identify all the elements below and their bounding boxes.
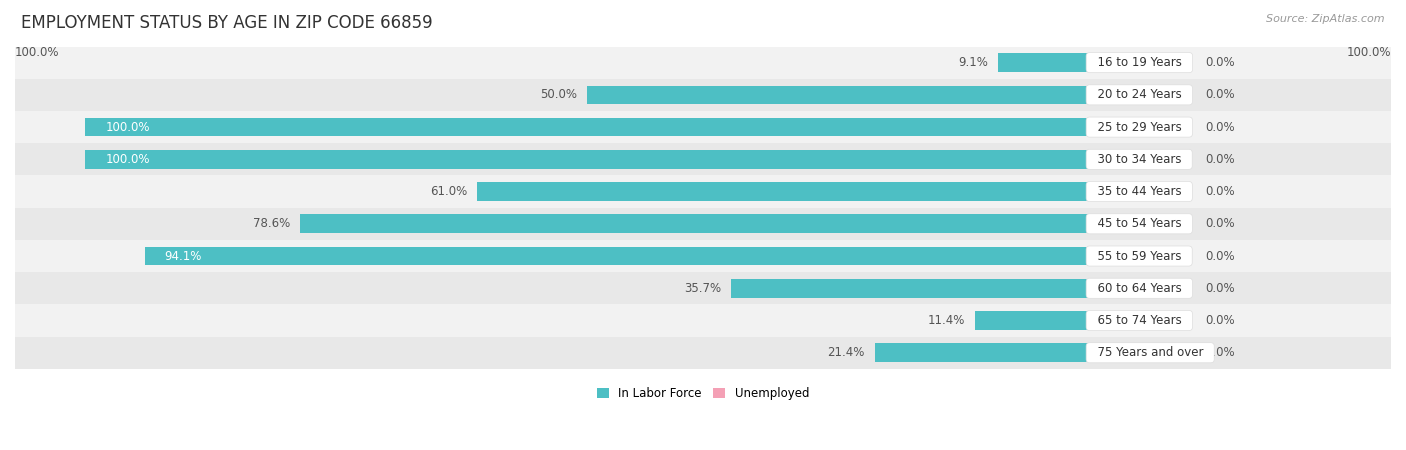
- Bar: [875, 343, 1090, 362]
- Bar: [1090, 279, 1189, 297]
- Bar: [86, 118, 1090, 136]
- Text: 0.0%: 0.0%: [1205, 346, 1234, 359]
- Text: 61.0%: 61.0%: [430, 185, 467, 198]
- Bar: [1090, 215, 1189, 233]
- Bar: [145, 247, 1090, 266]
- Bar: [1090, 86, 1189, 104]
- Text: 0.0%: 0.0%: [1205, 153, 1234, 166]
- Text: 100.0%: 100.0%: [105, 153, 150, 166]
- Text: Source: ZipAtlas.com: Source: ZipAtlas.com: [1267, 14, 1385, 23]
- Text: 78.6%: 78.6%: [253, 217, 290, 230]
- Text: 0.0%: 0.0%: [1205, 217, 1234, 230]
- Bar: [15, 46, 1391, 79]
- Text: 16 to 19 Years: 16 to 19 Years: [1090, 56, 1189, 69]
- Bar: [15, 272, 1391, 304]
- Bar: [1090, 118, 1189, 136]
- Text: 0.0%: 0.0%: [1205, 185, 1234, 198]
- Text: 45 to 54 Years: 45 to 54 Years: [1090, 217, 1189, 230]
- Bar: [86, 150, 1090, 169]
- Bar: [301, 215, 1090, 233]
- Text: 0.0%: 0.0%: [1205, 56, 1234, 69]
- Text: 35 to 44 Years: 35 to 44 Years: [1090, 185, 1189, 198]
- Bar: [15, 304, 1391, 337]
- Text: 30 to 34 Years: 30 to 34 Years: [1090, 153, 1188, 166]
- Text: 9.1%: 9.1%: [959, 56, 988, 69]
- Bar: [1090, 150, 1189, 169]
- Text: 100.0%: 100.0%: [1347, 46, 1391, 59]
- Bar: [15, 176, 1391, 208]
- Text: 100.0%: 100.0%: [105, 121, 150, 134]
- Bar: [1090, 343, 1189, 362]
- Text: 11.4%: 11.4%: [928, 314, 965, 327]
- Bar: [588, 86, 1090, 104]
- Bar: [15, 240, 1391, 272]
- Text: 0.0%: 0.0%: [1205, 121, 1234, 134]
- Bar: [15, 79, 1391, 111]
- Text: EMPLOYMENT STATUS BY AGE IN ZIP CODE 66859: EMPLOYMENT STATUS BY AGE IN ZIP CODE 668…: [21, 14, 433, 32]
- Text: 0.0%: 0.0%: [1205, 314, 1234, 327]
- Text: 50.0%: 50.0%: [540, 88, 578, 101]
- Bar: [15, 337, 1391, 369]
- Bar: [1090, 182, 1189, 201]
- Text: 25 to 29 Years: 25 to 29 Years: [1090, 121, 1189, 134]
- Text: 55 to 59 Years: 55 to 59 Years: [1090, 250, 1188, 262]
- Bar: [1090, 53, 1189, 72]
- Text: 35.7%: 35.7%: [683, 282, 721, 295]
- Bar: [1090, 247, 1189, 266]
- Bar: [731, 279, 1090, 297]
- Text: 21.4%: 21.4%: [827, 346, 865, 359]
- Bar: [976, 311, 1090, 330]
- Bar: [15, 208, 1391, 240]
- Bar: [15, 111, 1391, 143]
- Bar: [1090, 311, 1189, 330]
- Bar: [15, 143, 1391, 176]
- Text: 0.0%: 0.0%: [1205, 88, 1234, 101]
- Text: 0.0%: 0.0%: [1205, 282, 1234, 295]
- Bar: [998, 53, 1090, 72]
- Text: 75 Years and over: 75 Years and over: [1090, 346, 1211, 359]
- Text: 100.0%: 100.0%: [15, 46, 59, 59]
- Text: 20 to 24 Years: 20 to 24 Years: [1090, 88, 1189, 101]
- Legend: In Labor Force, Unemployed: In Labor Force, Unemployed: [592, 382, 814, 405]
- Text: 0.0%: 0.0%: [1205, 250, 1234, 262]
- Bar: [477, 182, 1090, 201]
- Text: 94.1%: 94.1%: [165, 250, 202, 262]
- Text: 65 to 74 Years: 65 to 74 Years: [1090, 314, 1189, 327]
- Text: 60 to 64 Years: 60 to 64 Years: [1090, 282, 1189, 295]
